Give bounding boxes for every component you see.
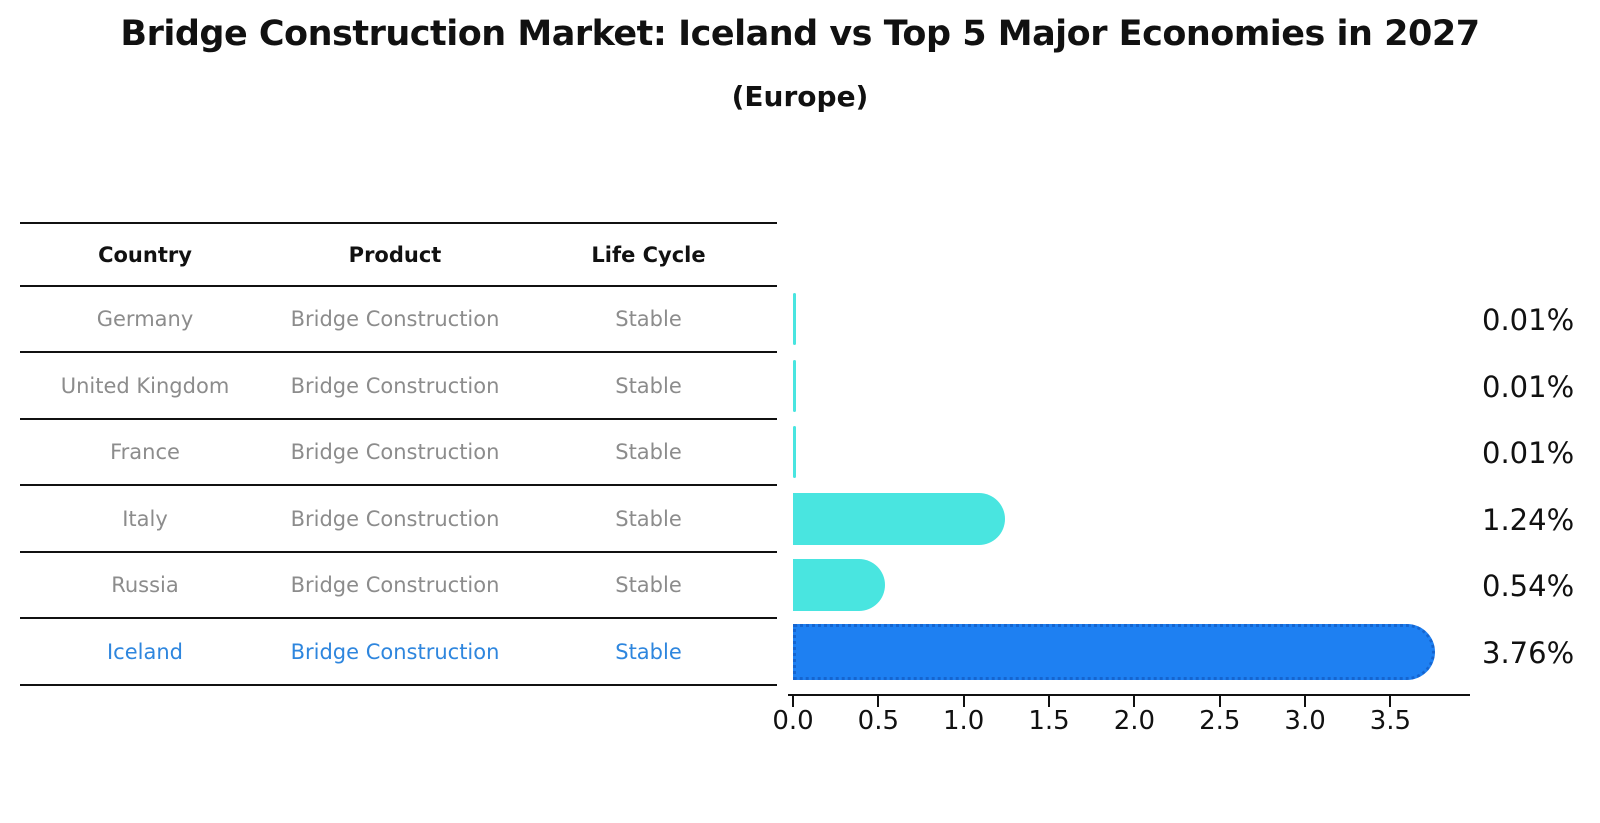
bar-value-label: 3.76%	[1482, 635, 1575, 670]
table-cell-country: Italy	[122, 506, 168, 531]
x-axis-tick-label: 3.5	[1369, 706, 1412, 736]
table-row: Russia Bridge Construction Stable	[20, 553, 777, 619]
table-row: Iceland Bridge Construction Stable	[20, 620, 777, 686]
table-cell-product: Bridge Construction	[290, 639, 500, 664]
column-header-life-cycle: Life Cycle	[591, 242, 706, 267]
bar-italy	[793, 492, 1005, 545]
table-cell-life-cycle: Stable	[615, 573, 682, 597]
x-axis-tick	[1218, 696, 1221, 707]
table-row: Italy Bridge Construction Stable	[20, 487, 777, 553]
x-axis-line	[788, 694, 1470, 696]
x-axis-tick-label: 3.0	[1284, 706, 1326, 736]
table-cell-life-cycle: Stable	[615, 506, 682, 531]
x-axis-tick-label: 2.5	[1199, 706, 1241, 736]
bar-france	[793, 426, 796, 479]
bar-value-label: 1.24%	[1482, 502, 1575, 537]
chart-title: Bridge Construction Market: Iceland vs T…	[120, 14, 1480, 54]
table-cell-life-cycle: Stable	[615, 307, 682, 331]
table-cell-product: Bridge Construction	[290, 373, 500, 398]
x-axis-tick-label: 1.5	[1028, 706, 1070, 736]
bar-value-label: 0.01%	[1482, 303, 1575, 337]
table-row: Germany Bridge Construction Stable	[20, 287, 777, 353]
column-header-product: Product	[348, 242, 442, 267]
table-header-row: Country Product Life Cycle	[20, 222, 777, 287]
x-axis-tick	[1389, 696, 1392, 707]
x-axis-tick	[1048, 696, 1051, 707]
bar-iceland	[793, 623, 1435, 680]
x-axis-tick-label: 2.0	[1113, 706, 1156, 736]
x-axis-tick-label: 0.0	[772, 706, 814, 736]
x-axis-tick	[877, 696, 880, 707]
x-axis-tick-label: 1.0	[943, 706, 985, 736]
bar-value-label: 0.01%	[1482, 369, 1575, 404]
table-cell-country: Iceland	[106, 639, 183, 664]
table-cell-country: France	[110, 440, 180, 464]
chart-subtitle: (Europe)	[731, 80, 869, 113]
x-axis-tick	[962, 696, 965, 707]
bar-russia	[793, 559, 886, 612]
table-cell-product: Bridge Construction	[290, 440, 500, 464]
bar-united-kingdom	[793, 359, 796, 412]
table-cell-country: Russia	[111, 573, 179, 597]
x-axis-tick-label: 0.5	[857, 706, 900, 736]
table-cell-life-cycle: Stable	[615, 639, 682, 664]
bar-value-label: 0.54%	[1482, 569, 1575, 603]
column-header-country: Country	[98, 242, 192, 267]
x-axis-tick	[792, 696, 794, 707]
bar-value-label: 0.01%	[1482, 436, 1575, 470]
x-axis-tick	[1133, 696, 1136, 707]
table-cell-product: Bridge Construction	[290, 307, 500, 331]
table-cell-life-cycle: Stable	[615, 440, 682, 464]
table-cell-life-cycle: Stable	[615, 373, 682, 398]
table-cell-product: Bridge Construction	[290, 506, 500, 531]
table-row: United Kingdom Bridge Construction Stable	[20, 354, 777, 420]
x-axis-tick	[1304, 696, 1307, 707]
table-cell-country: United Kingdom	[60, 373, 230, 398]
bar-germany	[793, 293, 796, 346]
table-cell-country: Germany	[96, 307, 194, 331]
table-cell-product: Bridge Construction	[290, 573, 500, 597]
table-row: France Bridge Construction Stable	[20, 420, 777, 486]
